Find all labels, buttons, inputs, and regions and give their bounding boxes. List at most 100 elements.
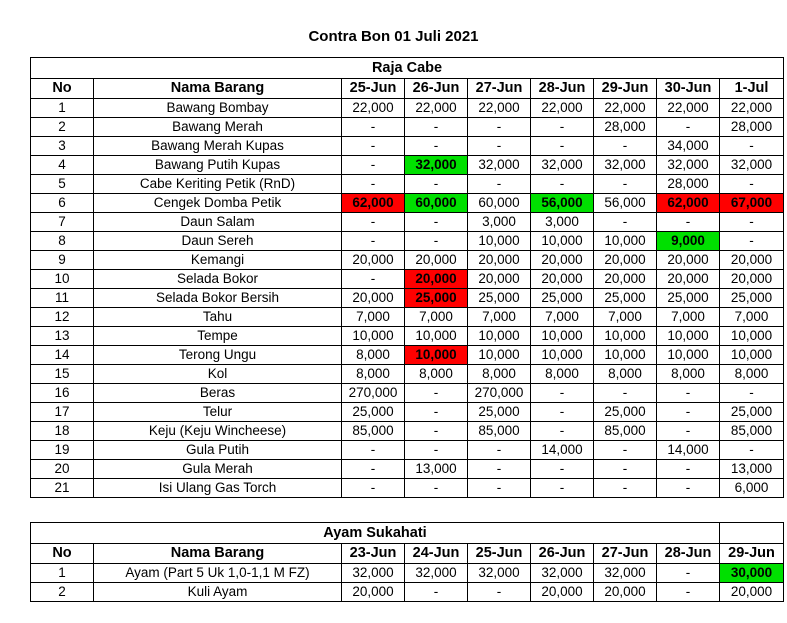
price-cell: - xyxy=(656,117,720,137)
price-cell: 7,000 xyxy=(467,307,531,327)
column-header: Nama Barang xyxy=(93,543,342,564)
price-cell: - xyxy=(719,440,784,460)
section-title-blank xyxy=(719,522,784,544)
price-cell: 20,000 xyxy=(719,269,784,289)
price-cell: - xyxy=(467,582,531,602)
price-cell: - xyxy=(593,383,657,403)
section-title: Raja Cabe xyxy=(30,57,784,79)
price-cell: 20,000 xyxy=(467,250,531,270)
table-row: 1 Ayam (Part 5 Uk 1,0-1,1 M FZ) 32,000 32,0… xyxy=(30,563,784,583)
item-name: Bawang Bombay xyxy=(93,98,342,118)
price-cell: - xyxy=(404,174,468,194)
item-name: Tempe xyxy=(93,326,342,346)
column-header: 27-Jun xyxy=(593,543,657,564)
table-row: 8 Daun Sereh - -10,000 10,000 10,000 9,000- xyxy=(30,231,784,251)
price-cell: - xyxy=(656,383,720,403)
price-cell: - xyxy=(341,269,405,289)
item-number: 21 xyxy=(30,478,94,498)
price-cell: 20,000 xyxy=(656,250,720,270)
item-name: Bawang Merah Kupas xyxy=(93,136,342,156)
item-number: 19 xyxy=(30,440,94,460)
price-cell: - xyxy=(404,136,468,156)
price-cell: 20,000 xyxy=(341,250,405,270)
price-cell: 7,000 xyxy=(593,307,657,327)
price-cell: 30,000 xyxy=(719,563,784,583)
price-cell: 32,000 xyxy=(530,563,594,583)
item-number: 15 xyxy=(30,364,94,384)
column-header: 26-Jun xyxy=(404,78,468,99)
price-cell: - xyxy=(719,231,784,251)
price-cell: - xyxy=(530,174,594,194)
table-row: 21 Isi Ulang Gas Torch - - - - - -6,000 xyxy=(30,478,784,498)
price-cell: - xyxy=(341,136,405,156)
item-number: 4 xyxy=(30,155,94,175)
table-row: 10 Selada Bokor -20,000 20,000 20,000 20,000 2… xyxy=(30,269,784,289)
column-header: 25-Jun xyxy=(341,78,405,99)
table-row: 20 Gula Merah -13,000- - - -13,000 xyxy=(30,459,784,479)
price-cell: - xyxy=(593,136,657,156)
price-cell: - xyxy=(404,478,468,498)
price-cell: - xyxy=(593,478,657,498)
table-row: 18 Keju (Keju Wincheese) 85,000-85,000-85,… xyxy=(30,421,784,441)
price-cell: 25,000 xyxy=(467,288,531,308)
price-cell: 32,000 xyxy=(593,563,657,583)
price-cell: 20,000 xyxy=(404,250,468,270)
price-cell: 8,000 xyxy=(593,364,657,384)
price-cell: 32,000 xyxy=(341,563,405,583)
price-cell: - xyxy=(593,440,657,460)
price-cell: - xyxy=(593,174,657,194)
table-row: 2 Bawang Merah - - - -28,000-28,000 xyxy=(30,117,784,137)
price-cell: 28,000 xyxy=(656,174,720,194)
price-cell: 7,000 xyxy=(341,307,405,327)
column-header: 29-Jun xyxy=(593,78,657,99)
item-number: 10 xyxy=(30,269,94,289)
price-cell: 10,000 xyxy=(656,326,720,346)
column-header: Nama Barang xyxy=(93,78,342,99)
price-cell: 20,000 xyxy=(341,288,405,308)
item-name: Daun Sereh xyxy=(93,231,342,251)
price-cell: - xyxy=(341,174,405,194)
price-cell: 10,000 xyxy=(656,345,720,365)
price-cell: 56,000 xyxy=(593,193,657,213)
column-header: 26-Jun xyxy=(530,543,594,564)
price-cell: 22,000 xyxy=(404,98,468,118)
price-cell: 9,000 xyxy=(656,231,720,251)
price-cell: - xyxy=(404,402,468,422)
price-cell: 10,000 xyxy=(404,345,468,365)
item-number: 1 xyxy=(30,98,94,118)
price-cell: - xyxy=(341,155,405,175)
item-name: Isi Ulang Gas Torch xyxy=(93,478,342,498)
price-cell: 7,000 xyxy=(404,307,468,327)
price-cell: 10,000 xyxy=(593,345,657,365)
ayam-sukahati-table: Ayam Sukahati No Nama Barang 23-Jun 24-Jun 25… xyxy=(30,522,784,602)
price-cell: 20,000 xyxy=(719,250,784,270)
table-row: 11 Selada Bokor Bersih 20,000 25,000 25,000 2… xyxy=(30,288,784,308)
price-cell: 8,000 xyxy=(404,364,468,384)
price-cell: 32,000 xyxy=(593,155,657,175)
column-header: 25-Jun xyxy=(467,543,531,564)
price-cell: - xyxy=(530,383,594,403)
table-row: 4 Bawang Putih Kupas -32,000 32,000 32,000 32… xyxy=(30,155,784,175)
item-name: Daun Salam xyxy=(93,212,342,232)
price-cell: 20,000 xyxy=(530,582,594,602)
price-cell: 85,000 xyxy=(341,421,405,441)
price-cell: - xyxy=(467,117,531,137)
price-cell: 20,000 xyxy=(404,269,468,289)
column-header: 27-Jun xyxy=(467,78,531,99)
price-cell: 62,000 xyxy=(341,193,405,213)
column-header: No xyxy=(30,543,94,564)
price-cell: 62,000 xyxy=(656,193,720,213)
price-cell: 7,000 xyxy=(656,307,720,327)
price-cell: 34,000 xyxy=(656,136,720,156)
price-cell: 20,000 xyxy=(593,250,657,270)
item-number: 1 xyxy=(30,563,94,583)
price-cell: 22,000 xyxy=(719,98,784,118)
table-row: 6 Cengek Domba Petik 62,000 60,000 60,000 56,… xyxy=(30,193,784,213)
price-cell: 25,000 xyxy=(593,288,657,308)
item-number: 13 xyxy=(30,326,94,346)
price-cell: 3,000 xyxy=(467,212,531,232)
price-cell: 85,000 xyxy=(593,421,657,441)
price-cell: - xyxy=(530,478,594,498)
price-cell: 14,000 xyxy=(530,440,594,460)
price-cell: 22,000 xyxy=(593,98,657,118)
